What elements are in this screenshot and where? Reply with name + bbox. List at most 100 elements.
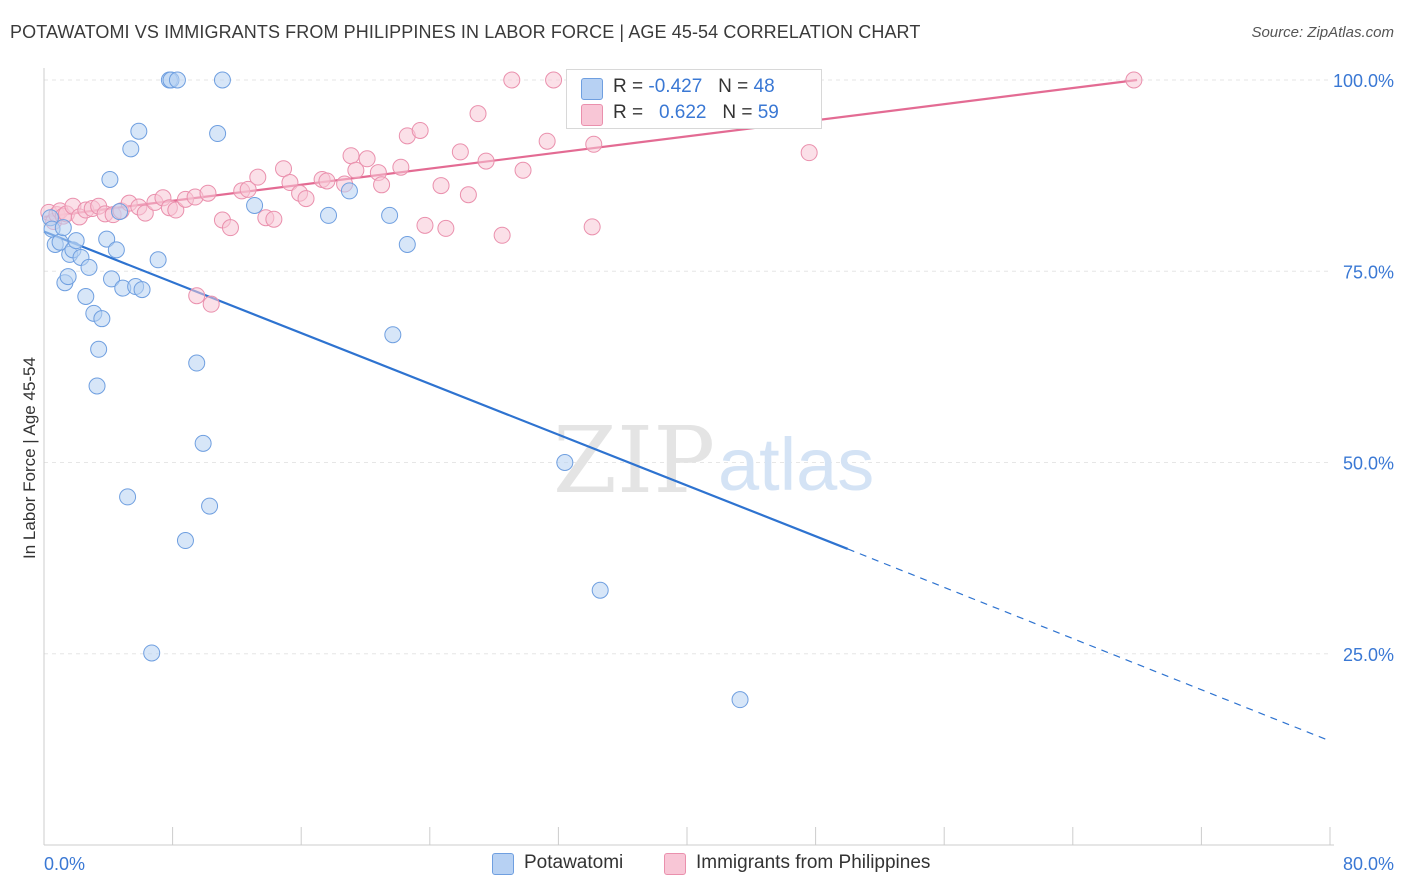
- point-potawatomi: [194, 434, 212, 452]
- point-potawatomi: [122, 140, 140, 158]
- point-philippines: [221, 219, 239, 237]
- point-potawatomi: [103, 270, 121, 288]
- point-philippines: [265, 210, 283, 228]
- point-philippines: [514, 161, 532, 179]
- y-tick-label: 100.0%: [1333, 71, 1394, 91]
- point-potawatomi: [188, 354, 206, 372]
- point-philippines: [800, 144, 818, 162]
- point-philippines: [583, 218, 601, 236]
- point-philippines: [199, 184, 217, 202]
- trendline-potawatomi-extension: [847, 548, 1331, 742]
- point-potawatomi: [320, 206, 338, 224]
- point-potawatomi: [54, 219, 72, 237]
- point-philippines: [239, 180, 257, 198]
- point-philippines: [432, 177, 450, 195]
- point-philippines: [493, 226, 511, 244]
- point-philippines: [451, 143, 469, 161]
- bottom-legend-label: Immigrants from Philippines: [696, 852, 931, 873]
- point-philippines: [249, 168, 267, 186]
- point-philippines: [275, 160, 293, 178]
- point-philippines: [318, 172, 336, 190]
- point-potawatomi: [59, 268, 77, 286]
- point-potawatomi: [149, 251, 167, 269]
- point-philippines: [202, 295, 220, 313]
- point-philippines: [545, 71, 563, 89]
- point-philippines: [416, 216, 434, 234]
- point-potawatomi: [80, 258, 98, 276]
- point-philippines: [585, 135, 603, 153]
- point-potawatomi: [209, 125, 227, 143]
- point-philippines: [347, 161, 365, 179]
- y-tick-label: 75.0%: [1343, 262, 1394, 282]
- watermark-atlas: atlas: [718, 423, 874, 506]
- point-philippines: [411, 121, 429, 139]
- watermark-zip: ZIP: [553, 407, 715, 514]
- watermark: ZIP atlas: [553, 407, 874, 514]
- point-potawatomi: [381, 206, 399, 224]
- point-potawatomi: [130, 122, 148, 140]
- bottom-legend: Potawatomi Immigrants from Philippines: [0, 852, 1406, 878]
- chart-title: POTAWATOMI VS IMMIGRANTS FROM PHILIPPINE…: [10, 22, 921, 42]
- point-philippines: [281, 174, 299, 192]
- point-potawatomi: [556, 454, 574, 471]
- legend-n-value: 59: [757, 102, 779, 123]
- point-potawatomi: [107, 241, 125, 259]
- point-potawatomi: [67, 232, 85, 250]
- point-philippines: [342, 147, 360, 165]
- point-philippines: [459, 186, 477, 204]
- y-tick-label: 50.0%: [1343, 454, 1394, 474]
- point-philippines: [477, 152, 495, 170]
- point-philippines: [392, 158, 410, 176]
- x-tick-label: 0.0%: [44, 854, 85, 874]
- point-potawatomi: [143, 644, 161, 662]
- trendline-potawatomi: [43, 230, 849, 550]
- axes: [43, 68, 1334, 846]
- point-philippines: [136, 204, 154, 222]
- legend-swatch-blue: [581, 78, 603, 100]
- point-philippines: [538, 132, 556, 150]
- point-philippines: [297, 190, 315, 208]
- point-potawatomi: [246, 196, 264, 214]
- bottom-legend-swatch-blue: [492, 853, 514, 875]
- legend-r-value: 0.622: [658, 102, 707, 123]
- point-philippines: [469, 105, 487, 123]
- point-potawatomi: [591, 581, 609, 599]
- point-potawatomi: [77, 287, 95, 305]
- data-points: [40, 71, 1143, 709]
- legend-r-value: -0.427: [648, 76, 703, 97]
- bottom-legend-label: Potawatomi: [524, 852, 624, 873]
- point-potawatomi: [119, 488, 137, 506]
- point-potawatomi: [93, 310, 111, 328]
- source-label: Source: ZipAtlas.com: [1251, 24, 1394, 41]
- point-potawatomi: [133, 281, 151, 299]
- point-potawatomi: [398, 235, 416, 253]
- point-potawatomi: [98, 230, 116, 248]
- point-potawatomi: [213, 71, 231, 89]
- point-potawatomi: [101, 170, 119, 188]
- point-potawatomi: [90, 340, 108, 358]
- tick-labels: 25.0% 50.0% 75.0% 100.0% 0.0% 80.0%: [44, 71, 1394, 874]
- legend-n-label: N =: [718, 76, 749, 97]
- legend-box: R = -0.427 N = 48 R = 0.622 N = 59: [566, 69, 822, 129]
- point-philippines: [1125, 71, 1143, 89]
- point-philippines: [188, 287, 206, 305]
- point-potawatomi: [201, 497, 219, 515]
- point-potawatomi: [111, 203, 129, 221]
- point-potawatomi: [340, 182, 358, 200]
- point-philippines: [358, 150, 376, 168]
- legend-r-label: R =: [613, 76, 644, 97]
- gridlines: [44, 79, 1330, 655]
- point-potawatomi: [384, 326, 402, 344]
- bottom-legend-swatch-pink: [664, 853, 686, 875]
- point-potawatomi: [176, 532, 194, 550]
- legend-r-label: R =: [613, 102, 644, 123]
- point-potawatomi: [731, 691, 749, 709]
- legend-n-label: N =: [722, 102, 753, 123]
- y-tick-label: 25.0%: [1343, 645, 1394, 665]
- x-tick-label: 80.0%: [1343, 854, 1394, 874]
- legend-swatch-pink: [581, 104, 603, 126]
- point-philippines: [437, 219, 455, 237]
- legend-n-value: 48: [753, 76, 775, 97]
- point-philippines: [503, 71, 521, 89]
